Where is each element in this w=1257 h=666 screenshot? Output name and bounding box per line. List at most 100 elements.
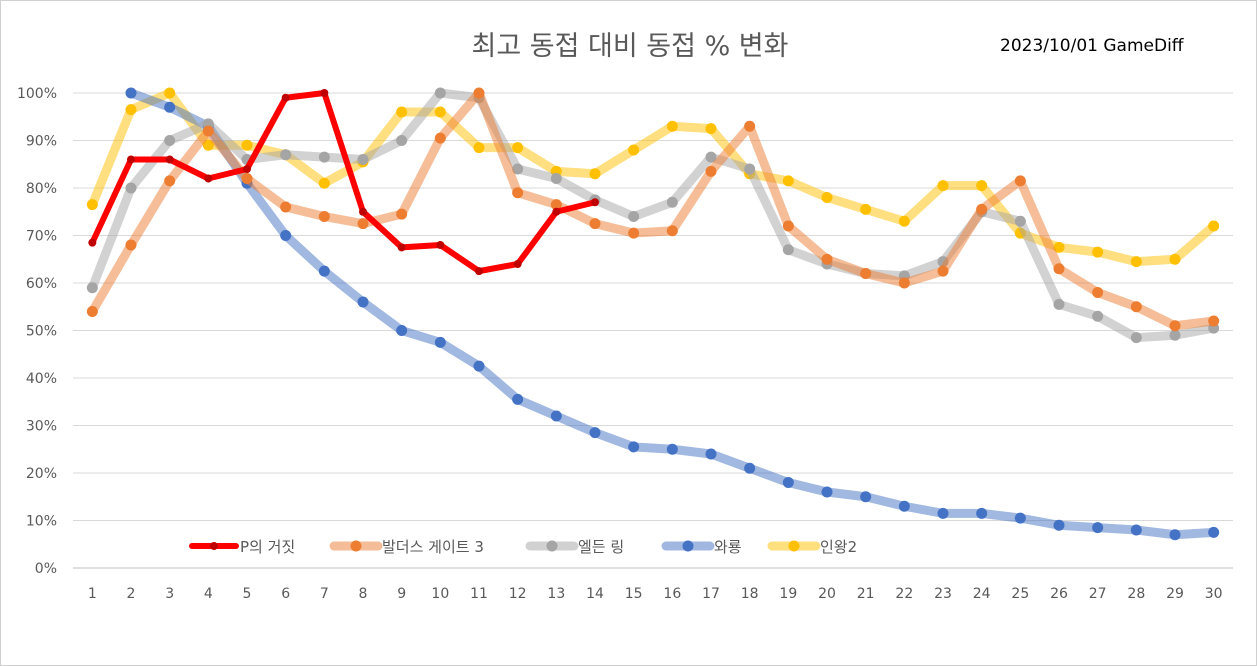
data-point bbox=[550, 173, 562, 184]
data-point bbox=[666, 443, 678, 455]
data-point bbox=[1130, 332, 1142, 344]
x-tick-label: 3 bbox=[165, 586, 174, 602]
x-axis-ticks: 1 2 3 4 5 6 7 8 9 10 11 12 13 14 15 16 17 18 19 20 21 22 23 24 2… bbox=[88, 586, 1223, 602]
legend-label: 엘든 링 bbox=[578, 538, 624, 556]
data-point bbox=[125, 104, 137, 116]
legend-label: 발더스 게이트 3 bbox=[382, 538, 484, 556]
data-point bbox=[1130, 524, 1142, 536]
data-point bbox=[204, 174, 213, 183]
x-tick-label: 2 bbox=[127, 586, 136, 602]
data-point bbox=[937, 265, 949, 277]
data-point bbox=[202, 125, 214, 137]
data-point bbox=[318, 177, 330, 189]
chart-source-note: 2023/10/01 GameDiff bbox=[1000, 36, 1184, 56]
data-point bbox=[898, 500, 910, 512]
data-point bbox=[976, 203, 988, 215]
data-point bbox=[782, 175, 794, 187]
data-point bbox=[164, 175, 176, 187]
data-point bbox=[357, 218, 369, 230]
data-point bbox=[1169, 320, 1181, 332]
data-point bbox=[821, 192, 833, 203]
data-point bbox=[318, 265, 330, 277]
data-point bbox=[1014, 215, 1026, 227]
data-point bbox=[1014, 175, 1026, 187]
data-point bbox=[473, 360, 485, 372]
data-point bbox=[782, 244, 794, 256]
data-point bbox=[860, 268, 872, 279]
data-point bbox=[705, 448, 717, 460]
data-point bbox=[976, 180, 988, 192]
series-와룡 bbox=[125, 87, 1220, 541]
x-tick-label: 30 bbox=[1205, 586, 1223, 602]
legend: P의 거짓 발더스 게이트 3 엘든 링 와룡 인왕2 bbox=[189, 538, 857, 556]
data-point bbox=[88, 238, 97, 247]
y-tick-label: 50% bbox=[26, 324, 57, 340]
data-point bbox=[359, 207, 367, 216]
data-point bbox=[164, 87, 176, 99]
y-tick-label: 60% bbox=[26, 276, 57, 292]
data-point bbox=[86, 306, 98, 317]
data-point bbox=[434, 132, 446, 144]
data-point bbox=[396, 135, 408, 146]
data-point bbox=[127, 155, 135, 164]
data-point bbox=[976, 507, 988, 519]
data-point bbox=[550, 410, 562, 422]
x-tick-label: 29 bbox=[1166, 586, 1184, 602]
x-tick-label: 12 bbox=[509, 586, 527, 602]
y-tick-label: 10% bbox=[26, 514, 57, 530]
data-point bbox=[357, 296, 369, 308]
x-tick-label: 9 bbox=[397, 586, 406, 602]
data-point bbox=[1169, 253, 1181, 265]
data-point bbox=[589, 218, 601, 230]
data-point bbox=[705, 123, 717, 135]
data-point bbox=[513, 260, 522, 268]
series-P의-거짓 bbox=[88, 89, 599, 276]
data-point bbox=[1092, 522, 1104, 534]
data-point bbox=[241, 173, 253, 184]
legend-swatch-marker bbox=[788, 540, 800, 552]
x-tick-label: 28 bbox=[1127, 586, 1145, 602]
data-point bbox=[589, 168, 601, 180]
data-point bbox=[436, 241, 445, 249]
data-point bbox=[357, 154, 369, 165]
data-point bbox=[628, 211, 640, 222]
data-point bbox=[165, 155, 174, 164]
data-point bbox=[1208, 526, 1220, 538]
data-point bbox=[744, 163, 756, 175]
data-point bbox=[705, 151, 717, 163]
data-point bbox=[1130, 301, 1142, 313]
legend-entry: 발더스 게이트 3 bbox=[329, 538, 484, 556]
data-point bbox=[1053, 263, 1065, 275]
legend-label: P의 거짓 bbox=[240, 538, 295, 556]
data-point bbox=[86, 199, 98, 211]
x-tick-label: 11 bbox=[470, 586, 488, 602]
y-tick-label: 40% bbox=[26, 371, 57, 387]
data-point bbox=[1092, 310, 1104, 322]
data-point bbox=[782, 477, 794, 488]
data-point bbox=[86, 282, 98, 294]
x-tick-label: 7 bbox=[320, 586, 329, 602]
y-axis-ticks: 0% 10% 20% 30% 40% 50% 60% 70% 80% 90% 100% bbox=[17, 86, 57, 577]
data-point bbox=[1053, 241, 1065, 253]
x-tick-label: 23 bbox=[934, 586, 952, 602]
data-point bbox=[552, 207, 561, 216]
x-tick-label: 5 bbox=[243, 586, 252, 602]
data-point bbox=[898, 277, 910, 289]
legend-swatch-marker bbox=[210, 542, 218, 550]
x-tick-label: 19 bbox=[779, 586, 797, 602]
x-tick-label: 4 bbox=[204, 586, 213, 602]
series-lines bbox=[86, 87, 1220, 541]
data-point bbox=[1092, 287, 1104, 298]
x-tick-label: 6 bbox=[281, 586, 290, 602]
data-point bbox=[705, 165, 717, 177]
series-발더스-게이트-3 bbox=[86, 87, 1220, 332]
series-line bbox=[89, 90, 598, 275]
x-tick-label: 8 bbox=[359, 586, 368, 602]
data-point bbox=[241, 139, 253, 151]
x-tick-label: 22 bbox=[895, 586, 913, 602]
data-point bbox=[744, 462, 756, 474]
data-point bbox=[1053, 519, 1065, 531]
data-point bbox=[782, 220, 794, 232]
data-point bbox=[937, 180, 949, 192]
